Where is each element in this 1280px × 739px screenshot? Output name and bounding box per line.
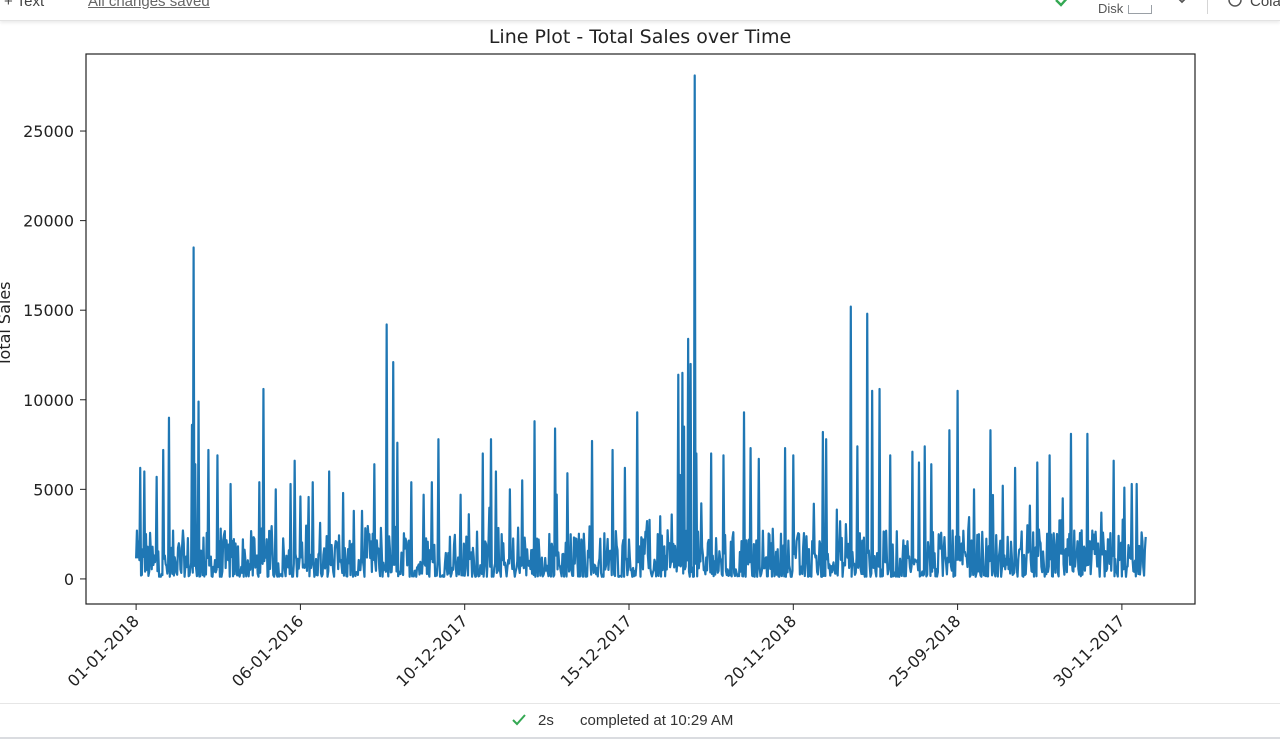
chart-title: Line Plot - Total Sales over Time xyxy=(489,26,791,48)
x-tick-label: 01-01-2018 xyxy=(64,611,143,690)
x-tick-label: 20-11-2018 xyxy=(721,611,800,690)
execution-message: completed at 10:29 AM xyxy=(580,712,734,729)
y-tick-label: 10000 xyxy=(23,391,74,410)
y-tick-label: 5000 xyxy=(33,480,74,499)
notebook-toolbar: + Text All changes saved Disk Colab xyxy=(0,0,1280,21)
x-tick-label: 10-12-2017 xyxy=(392,611,471,690)
x-tick-label: 25-09-2018 xyxy=(885,611,964,690)
y-tick-label: 20000 xyxy=(23,212,74,231)
colab-button[interactable]: Colab xyxy=(1250,0,1280,10)
execution-duration: 2s xyxy=(538,712,554,729)
disk-label[interactable]: Disk xyxy=(1098,1,1124,16)
y-tick-label: 15000 xyxy=(23,301,74,320)
y-axis-label: Total Sales xyxy=(0,281,14,367)
x-axis: 01-01-2018 06-01-2016 10-12-2017 15-12-2017… xyxy=(64,604,1129,691)
execution-status-bar: 2s completed at 10:29 AM xyxy=(0,703,1280,739)
status-check-icon xyxy=(512,714,526,726)
chevron-down-icon[interactable] xyxy=(1176,0,1188,6)
colab-icon[interactable] xyxy=(1228,0,1242,7)
add-text-button[interactable]: + Text xyxy=(4,0,45,10)
x-tick-label: 06-01-2016 xyxy=(228,611,307,690)
line-chart: Line Plot - Total Sales over Time 0 5000 1… xyxy=(0,26,1196,691)
disk-usage-bar[interactable] xyxy=(1128,5,1152,14)
x-tick-label: 30-11-2017 xyxy=(1050,611,1129,690)
plot-frame xyxy=(85,53,1196,605)
y-tick-label: 25000 xyxy=(23,122,74,141)
save-status-link[interactable]: All changes saved xyxy=(88,0,210,10)
toolbar-divider xyxy=(1207,0,1208,14)
y-axis: 0 5000 10000 15000 20000 25000 xyxy=(23,122,86,589)
check-icon xyxy=(1055,0,1068,7)
series-line-total-sales xyxy=(135,74,1147,578)
y-tick-label: 0 xyxy=(64,570,74,589)
x-tick-label: 15-12-2017 xyxy=(557,611,636,690)
